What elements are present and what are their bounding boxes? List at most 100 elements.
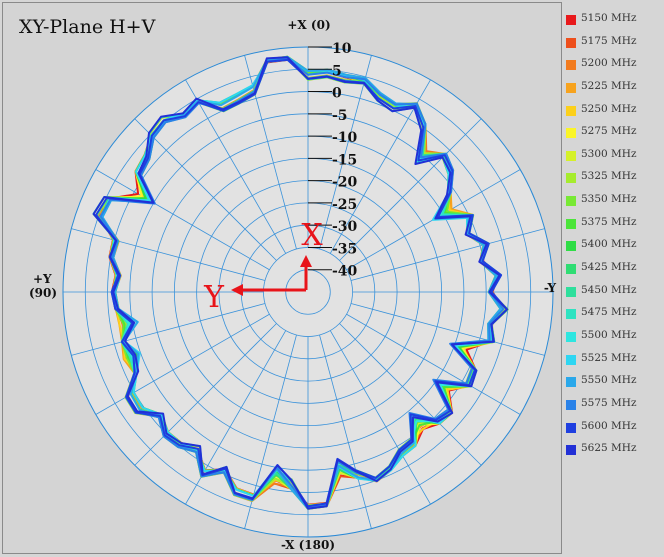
legend-label: 5400 MHz — [581, 238, 637, 251]
radial-tick-label: 10 — [332, 41, 352, 57]
grid-spoke — [329, 330, 431, 505]
legend-label: 5225 MHz — [581, 79, 637, 92]
legend-item: 5500 MHz — [566, 327, 664, 350]
radial-tick-label: -15 — [332, 152, 357, 168]
grid-spoke — [350, 228, 545, 281]
grid-spoke — [71, 303, 266, 356]
radial-tick-label: -35 — [332, 241, 357, 257]
grid-spoke — [134, 323, 277, 466]
legend-swatch — [566, 309, 576, 320]
radial-tick-label: 5 — [332, 63, 342, 79]
legend-label: 5625 MHz — [581, 442, 637, 455]
legend-item: 5275 MHz — [566, 123, 664, 146]
legend-label: 5375 MHz — [581, 215, 637, 228]
angle-label-right: -Y — [544, 281, 557, 295]
legend-item: 5550 MHz — [566, 372, 664, 395]
plot-frame: XY-Plane H+V 10 5 0 -5 -10 -15 -20 -25 -30 -35 -40… — [2, 2, 562, 554]
series-traces — [92, 55, 509, 510]
legend-swatch — [566, 173, 576, 184]
legend: 5150 MHz 5175 MHz 5200 MHz 5225 MHz 5250 MHz… — [566, 10, 664, 463]
polar-chart: XY-Plane H+V 10 5 0 -5 -10 -15 -20 -25 -30 -35 -40… — [19, 16, 557, 552]
legend-swatch — [566, 218, 576, 229]
angle-label-left-sub: (90) — [29, 286, 57, 300]
legend-swatch — [566, 264, 576, 275]
legend-swatch — [566, 128, 576, 139]
radial-ticks: 10 5 0 -5 -10 -15 -20 -25 -30 -35 -40 — [308, 41, 358, 280]
y-arrowhead — [231, 284, 243, 296]
chart-title: XY-Plane H+V — [19, 16, 156, 38]
grid-spoke — [95, 169, 270, 271]
radial-tick-label: -40 — [332, 264, 358, 280]
legend-swatch — [566, 377, 576, 388]
angle-label-bottom: -X (180) — [281, 538, 335, 552]
legend-swatch — [566, 15, 576, 25]
legend-swatch — [566, 331, 576, 342]
legend-item: 5175 MHz — [566, 33, 664, 56]
grid-spoke — [339, 118, 482, 261]
legend-swatch — [566, 150, 576, 161]
legend-label: 5325 MHz — [581, 170, 637, 183]
grid-spoke — [71, 228, 266, 281]
legend-item: 5575 MHz — [566, 395, 664, 418]
legend-item: 5375 MHz — [566, 214, 664, 237]
legend-item: 5400 MHz — [566, 236, 664, 259]
legend-item: 5300 MHz — [566, 146, 664, 169]
radial-tick-label: -5 — [332, 108, 348, 124]
legend-label: 5275 MHz — [581, 125, 637, 138]
radial-tick-label: -30 — [332, 219, 358, 235]
legend-item: 5600 MHz — [566, 418, 664, 441]
legend-swatch — [566, 37, 576, 48]
legend-item: 5425 MHz — [566, 259, 664, 282]
grid-spoke — [346, 313, 521, 415]
legend-label: 5600 MHz — [581, 419, 637, 432]
legend-label: 5200 MHz — [581, 57, 637, 70]
legend-swatch — [566, 196, 576, 207]
legend-label: 5250 MHz — [581, 102, 637, 115]
legend-swatch — [566, 82, 576, 93]
legend-item: 5475 MHz — [566, 304, 664, 327]
radial-tick-label: -20 — [332, 175, 358, 191]
grid-spoke — [339, 323, 482, 466]
legend-swatch — [566, 105, 576, 116]
legend-item: 5625 MHz — [566, 440, 664, 463]
legend-label: 5425 MHz — [581, 261, 637, 274]
legend-label: 5525 MHz — [581, 351, 637, 364]
legend-item: 5225 MHz — [566, 78, 664, 101]
legend-label: 5475 MHz — [581, 306, 637, 319]
legend-label: 5300 MHz — [581, 147, 637, 160]
legend-label: 5175 MHz — [581, 34, 637, 47]
legend-swatch — [566, 399, 576, 410]
radial-tick-label: -10 — [332, 130, 358, 146]
legend-label: 5350 MHz — [581, 193, 637, 206]
x-arrowhead — [300, 255, 312, 267]
legend-item: 5150 MHz — [566, 10, 664, 33]
radial-tick-label: 0 — [332, 86, 342, 102]
x-axis-letter: X — [301, 218, 323, 253]
legend-swatch — [566, 60, 576, 71]
grid-spoke — [319, 334, 372, 529]
legend-item: 5325 MHz — [566, 168, 664, 191]
angle-label-left: +Y — [33, 272, 52, 286]
legend-swatch — [566, 422, 576, 433]
legend-label: 5550 MHz — [581, 374, 637, 387]
legend-swatch — [566, 241, 576, 252]
radial-tick-label: -25 — [332, 197, 357, 213]
legend-label: 5150 MHz — [581, 12, 637, 24]
legend-item: 5525 MHz — [566, 350, 664, 373]
y-axis-letter: Y — [203, 280, 225, 315]
legend-item: 5200 MHz — [566, 55, 664, 78]
legend-label: 5575 MHz — [581, 396, 637, 409]
grid-spoke — [350, 303, 545, 356]
legend-item: 5350 MHz — [566, 191, 664, 214]
polar-grid — [62, 46, 554, 538]
legend-swatch — [566, 354, 576, 365]
legend-item: 5250 MHz — [566, 101, 664, 124]
legend-label: 5500 MHz — [581, 328, 637, 341]
legend-swatch — [566, 286, 576, 297]
legend-item: 5450 MHz — [566, 282, 664, 305]
legend-swatch — [566, 445, 576, 456]
grid-spoke — [319, 55, 372, 250]
grid-spoke — [134, 118, 277, 261]
grid-spoke — [185, 79, 287, 254]
axis-arrows: X Y — [203, 218, 323, 315]
